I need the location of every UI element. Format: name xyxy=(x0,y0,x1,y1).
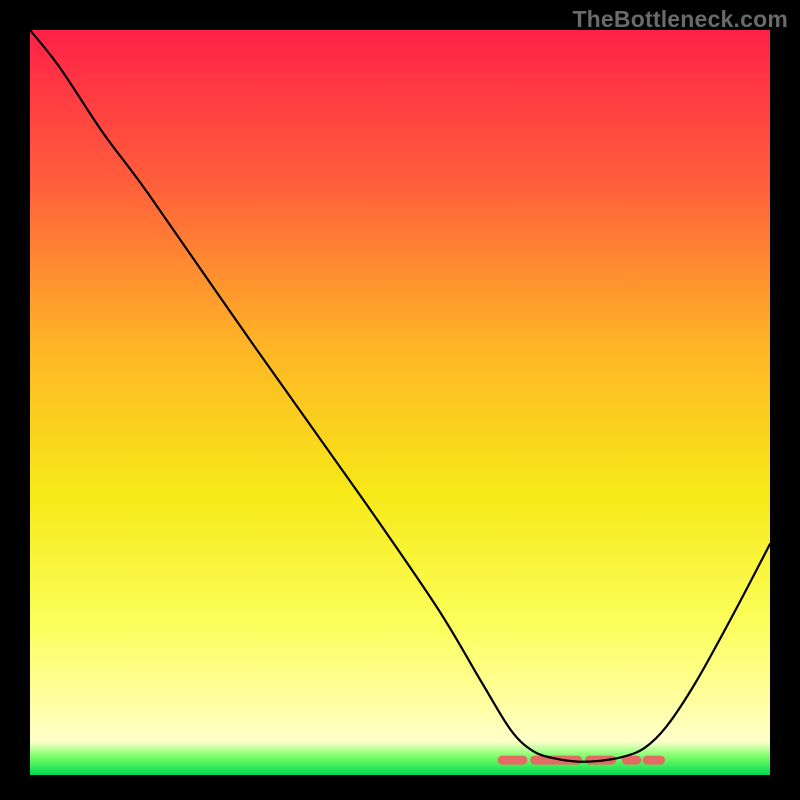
plot-area xyxy=(30,30,770,775)
watermark-text: TheBottleneck.com xyxy=(572,6,788,33)
plot-svg xyxy=(30,30,770,775)
chart-root: TheBottleneck.com xyxy=(0,0,800,800)
gradient-background xyxy=(30,30,770,775)
